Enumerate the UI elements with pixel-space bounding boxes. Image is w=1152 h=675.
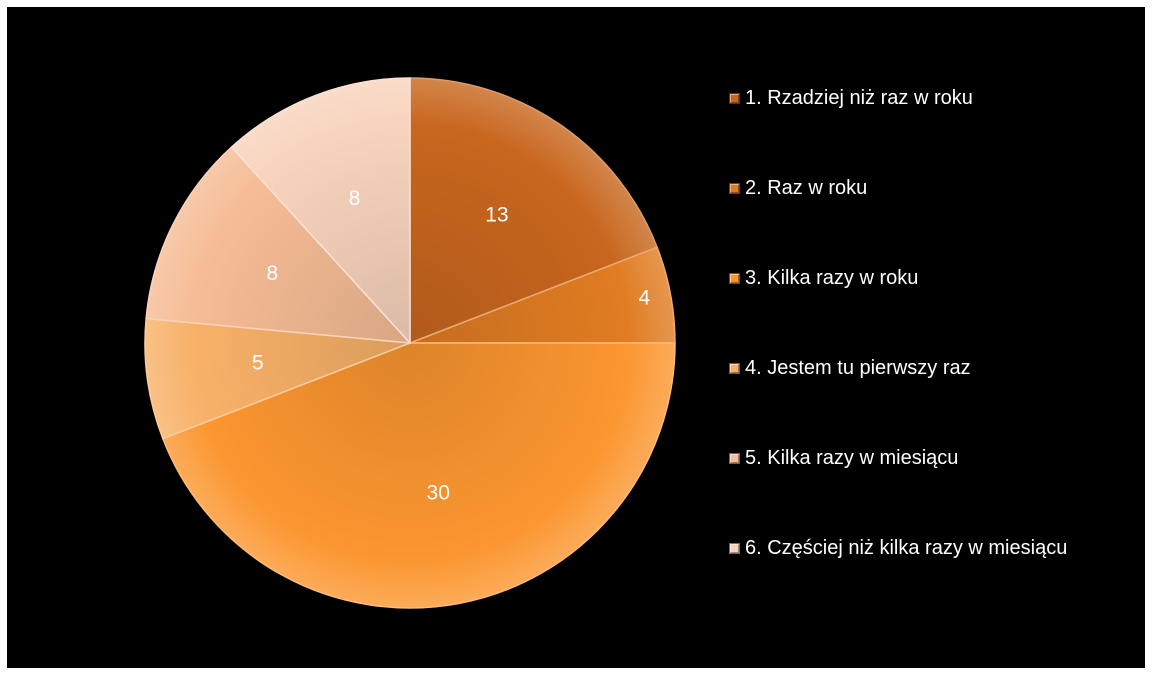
legend-item: 4. Jestem tu pierwszy raz <box>729 355 971 381</box>
slice-value-label: 30 <box>427 482 450 505</box>
legend-item: 1. Rzadziej niż raz w roku <box>729 85 973 111</box>
legend-swatch <box>729 452 740 464</box>
legend-swatch <box>729 182 740 194</box>
legend-label: 5. Kilka razy w miesiącu <box>745 446 959 469</box>
pie-slice <box>230 77 411 344</box>
legend-label: 4. Jestem tu pierwszy raz <box>745 356 971 379</box>
legend-label: 2. Raz w roku <box>745 176 868 199</box>
legend-swatch <box>729 272 740 284</box>
pie-slice <box>162 342 676 609</box>
slice-value-label: 4 <box>639 287 651 310</box>
chart-area: 13 4 30 5 8 8 1. Rzadziej niż raz w roku 2. R… <box>7 7 1145 668</box>
legend-item: 2. Raz w roku <box>729 175 867 201</box>
legend-label: 6. Częściej niż kilka razy w miesiącu <box>745 536 1068 559</box>
legend-label: 3. Kilka razy w roku <box>745 266 919 289</box>
slice-value-label: 8 <box>349 187 361 210</box>
legend-label: 1. Rzadziej niż raz w roku <box>745 86 973 109</box>
legend-item: 6. Częściej niż kilka razy w miesiącu <box>729 535 1067 561</box>
legend-swatch <box>729 92 740 104</box>
pie-slice <box>145 146 411 344</box>
pie-chart: 13 4 30 5 8 8 <box>144 77 676 609</box>
legend-swatch <box>729 362 740 374</box>
slice-value-label: 13 <box>485 204 508 227</box>
pie-slice <box>144 317 411 440</box>
legend-item: 5. Kilka razy w miesiącu <box>729 445 958 471</box>
slice-value-label: 8 <box>267 262 279 285</box>
legend-item: 3. Kilka razy w roku <box>729 265 918 291</box>
slice-value-label: 5 <box>252 352 264 375</box>
legend-swatch <box>729 542 740 554</box>
pie-slice <box>409 77 658 344</box>
